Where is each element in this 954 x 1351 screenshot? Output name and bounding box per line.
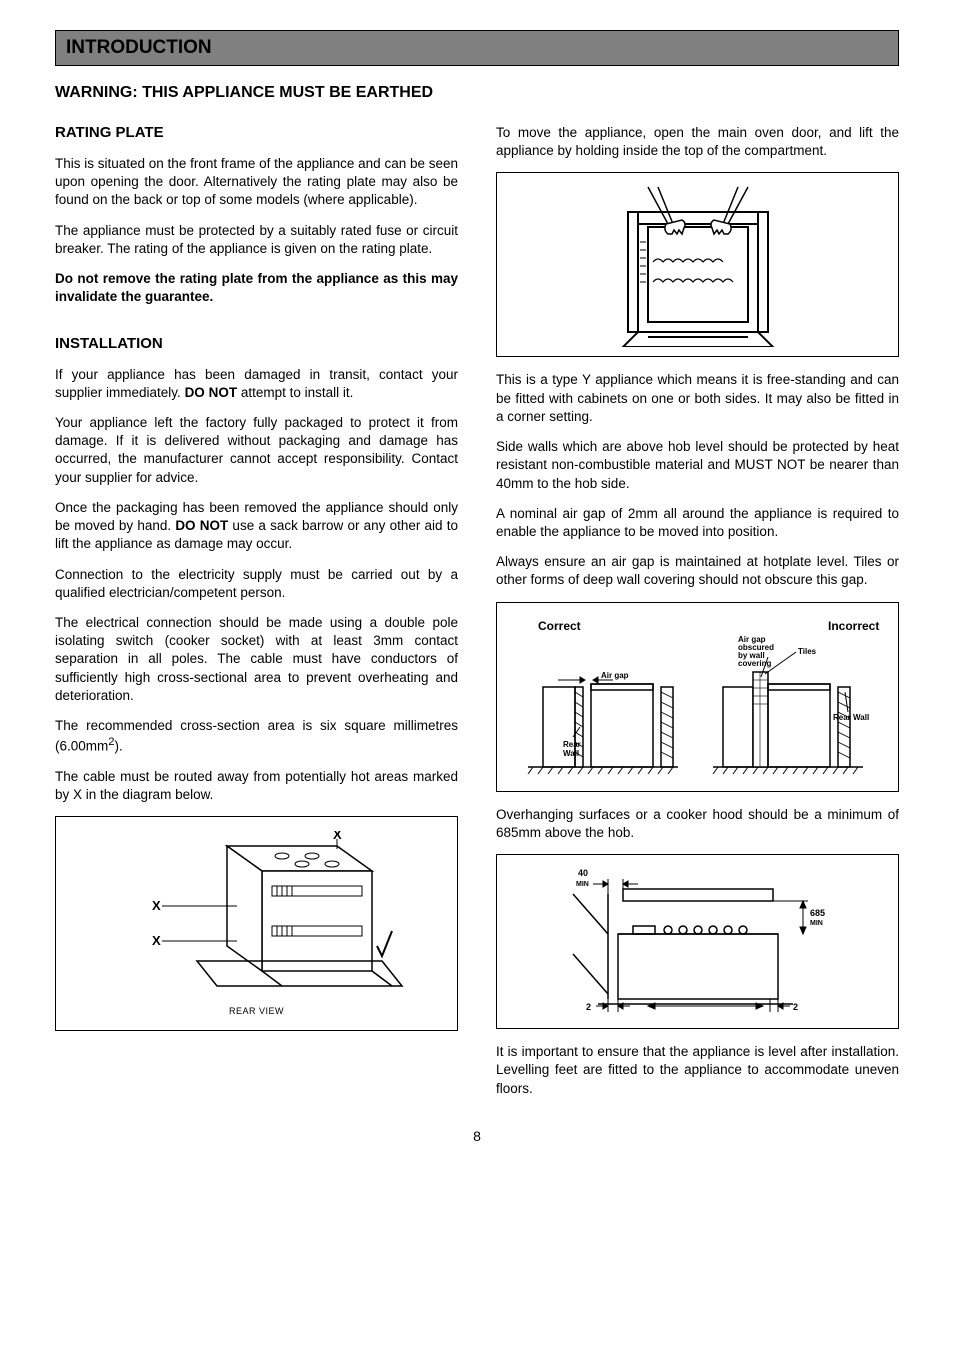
install-p7: The cable must be routed away from poten… bbox=[55, 768, 458, 804]
left-column: RATING PLATE This is situated on the fro… bbox=[55, 124, 458, 1110]
right-p2: This is a type Y appliance which means i… bbox=[496, 371, 899, 426]
right-column: To move the appliance, open the main ove… bbox=[496, 124, 899, 1110]
lift-diagram bbox=[588, 182, 808, 347]
svg-text:Rear: Rear bbox=[563, 740, 581, 749]
rear-view-label: REAR VIEW bbox=[229, 1006, 284, 1016]
svg-text:X: X bbox=[152, 898, 161, 913]
right-p1: To move the appliance, open the main ove… bbox=[496, 124, 899, 160]
install-p5: The electrical connection should be made… bbox=[55, 614, 458, 705]
correct-label: Correct bbox=[538, 619, 581, 633]
rear-view-diagram: X X X bbox=[107, 831, 407, 1006]
install-p1c: attempt to install it. bbox=[237, 385, 353, 400]
svg-text:2: 2 bbox=[793, 1002, 798, 1012]
svg-text:MIN: MIN bbox=[810, 920, 823, 927]
section-title: INTRODUCTION bbox=[66, 37, 888, 59]
air-gap-diagram: Correct bbox=[513, 612, 883, 782]
right-p7: It is important to ensure that the appli… bbox=[496, 1043, 899, 1098]
right-p4: A nominal air gap of 2mm all around the … bbox=[496, 505, 899, 541]
installation-heading: INSTALLATION bbox=[55, 335, 458, 352]
figure-air-gap: Correct bbox=[496, 602, 899, 792]
install-p3b: DO NOT bbox=[175, 518, 228, 533]
svg-text:40: 40 bbox=[578, 868, 588, 878]
right-p5: Always ensure an air gap is maintained a… bbox=[496, 553, 899, 589]
section-header: INTRODUCTION bbox=[55, 30, 899, 66]
warning-heading: WARNING: THIS APPLIANCE MUST BE EARTHED bbox=[55, 84, 899, 102]
svg-text:Air gap: Air gap bbox=[601, 671, 629, 680]
svg-text:Rear Wall: Rear Wall bbox=[833, 713, 869, 722]
dimensions-diagram: 40 MIN 685 MIN bbox=[538, 864, 858, 1019]
install-p4: Connection to the electricity supply mus… bbox=[55, 566, 458, 602]
right-p3: Side walls which are above hob level sho… bbox=[496, 438, 899, 493]
install-p1b: DO NOT bbox=[185, 385, 238, 400]
svg-text:X: X bbox=[333, 831, 342, 842]
page-number: 8 bbox=[55, 1128, 899, 1144]
rating-p1: This is situated on the front frame of t… bbox=[55, 155, 458, 210]
rating-p3: Do not remove the rating plate from the … bbox=[55, 270, 458, 306]
svg-text:2: 2 bbox=[586, 1002, 591, 1012]
install-p1: If your appliance has been damaged in tr… bbox=[55, 366, 458, 402]
svg-text:MIN: MIN bbox=[576, 881, 589, 888]
incorrect-label: Incorrect bbox=[828, 619, 879, 633]
rating-p2: The appliance must be protected by a sui… bbox=[55, 222, 458, 258]
svg-text:685: 685 bbox=[810, 908, 825, 918]
install-p2: Your appliance left the factory fully pa… bbox=[55, 414, 458, 487]
install-p3: Once the packaging has been removed the … bbox=[55, 499, 458, 554]
figure-lift-appliance bbox=[496, 172, 899, 357]
svg-text:Tiles: Tiles bbox=[798, 647, 817, 656]
install-p6b: ). bbox=[115, 739, 123, 754]
figure-rear-view: X X X REAR VIEW bbox=[55, 816, 458, 1031]
svg-text:X: X bbox=[152, 933, 161, 948]
two-column-layout: RATING PLATE This is situated on the fro… bbox=[55, 124, 899, 1110]
figure-dimensions: 40 MIN 685 MIN bbox=[496, 854, 899, 1029]
install-p6: The recommended cross-section area is si… bbox=[55, 717, 458, 756]
right-p6: Overhanging surfaces or a cooker hood sh… bbox=[496, 806, 899, 842]
rating-plate-heading: RATING PLATE bbox=[55, 124, 458, 141]
svg-text:Wall: Wall bbox=[563, 749, 579, 758]
